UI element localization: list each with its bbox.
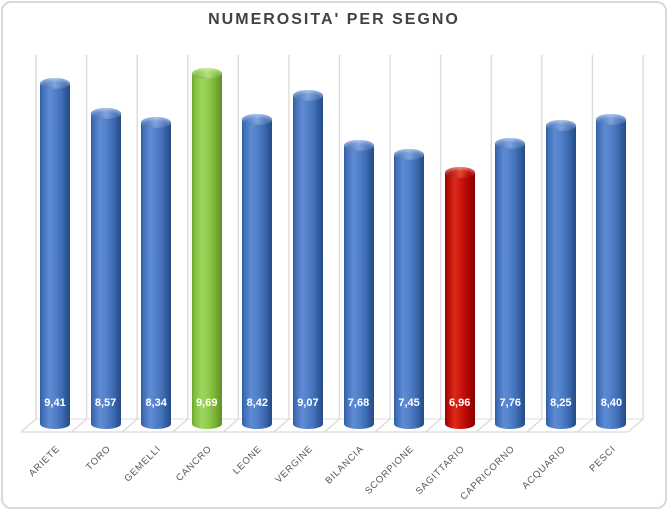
bar-value-label: 6,96 (448, 397, 471, 410)
bar-value-label: 8,42 (246, 397, 269, 410)
bar-capricorno[interactable]: 7,76 (495, 137, 526, 430)
cylinder-cap (292, 90, 323, 102)
cylinder-cap (495, 137, 526, 149)
bar-value-label: 7,45 (398, 397, 420, 410)
cylinder-cap (141, 116, 172, 128)
bar-value-label: 9,07 (297, 397, 319, 410)
cylinder-body (545, 124, 576, 430)
bar-bilancia[interactable]: 7,68 (343, 140, 374, 430)
bar-value-label: 8,40 (600, 397, 623, 410)
bar-gemelli[interactable]: 8,34 (141, 116, 172, 430)
bar-value-label: 9,69 (196, 397, 218, 410)
bar-cancro[interactable]: 9,69 (191, 67, 222, 430)
bar-sagittario[interactable]: 6,96 (444, 166, 475, 430)
cylinder-body (292, 95, 323, 430)
bar-leone[interactable]: 8,42 (242, 113, 273, 430)
cylinder-cap (191, 67, 222, 79)
bar-acquario[interactable]: 8,25 (545, 119, 576, 430)
cylinder-body (394, 153, 425, 430)
cylinder-body (596, 119, 627, 430)
bar-pesci[interactable]: 8,40 (596, 114, 627, 430)
bar-value-label: 8,25 (550, 397, 572, 410)
bar-value-label: 7,68 (347, 397, 370, 410)
cylinder-cap (343, 140, 374, 152)
bar-value-label: 8,34 (145, 397, 167, 410)
chart-title: NUMEROSITA' PER SEGNO (208, 11, 460, 28)
cylinder-body (495, 142, 526, 430)
bar-value-label: 9,41 (44, 397, 66, 410)
cylinder-body (343, 145, 374, 430)
cylinder-body (141, 121, 172, 430)
cylinder-cap (545, 119, 576, 131)
cylinder-cap (444, 166, 475, 178)
cylinder-body (242, 118, 273, 430)
cylinder-body (40, 82, 70, 430)
cylinder-cap (40, 77, 70, 89)
bar-vergine[interactable]: 9,07 (292, 90, 323, 430)
bar-scorpione[interactable]: 7,45 (394, 148, 425, 430)
bar-toro[interactable]: 8,57 (90, 108, 121, 430)
cylinder-cap (242, 113, 273, 125)
cylinder-body (90, 113, 121, 430)
bar-value-label: 7,76 (499, 397, 521, 410)
bar-ariete[interactable]: 9,41 (40, 77, 70, 430)
cylinder-body (444, 171, 475, 430)
cylinder-cap (394, 148, 425, 160)
cylinder-cap (596, 114, 627, 126)
bar-value-label: 8,57 (94, 397, 117, 410)
cylinder-cap (90, 108, 121, 120)
cylinder-body (191, 72, 222, 430)
